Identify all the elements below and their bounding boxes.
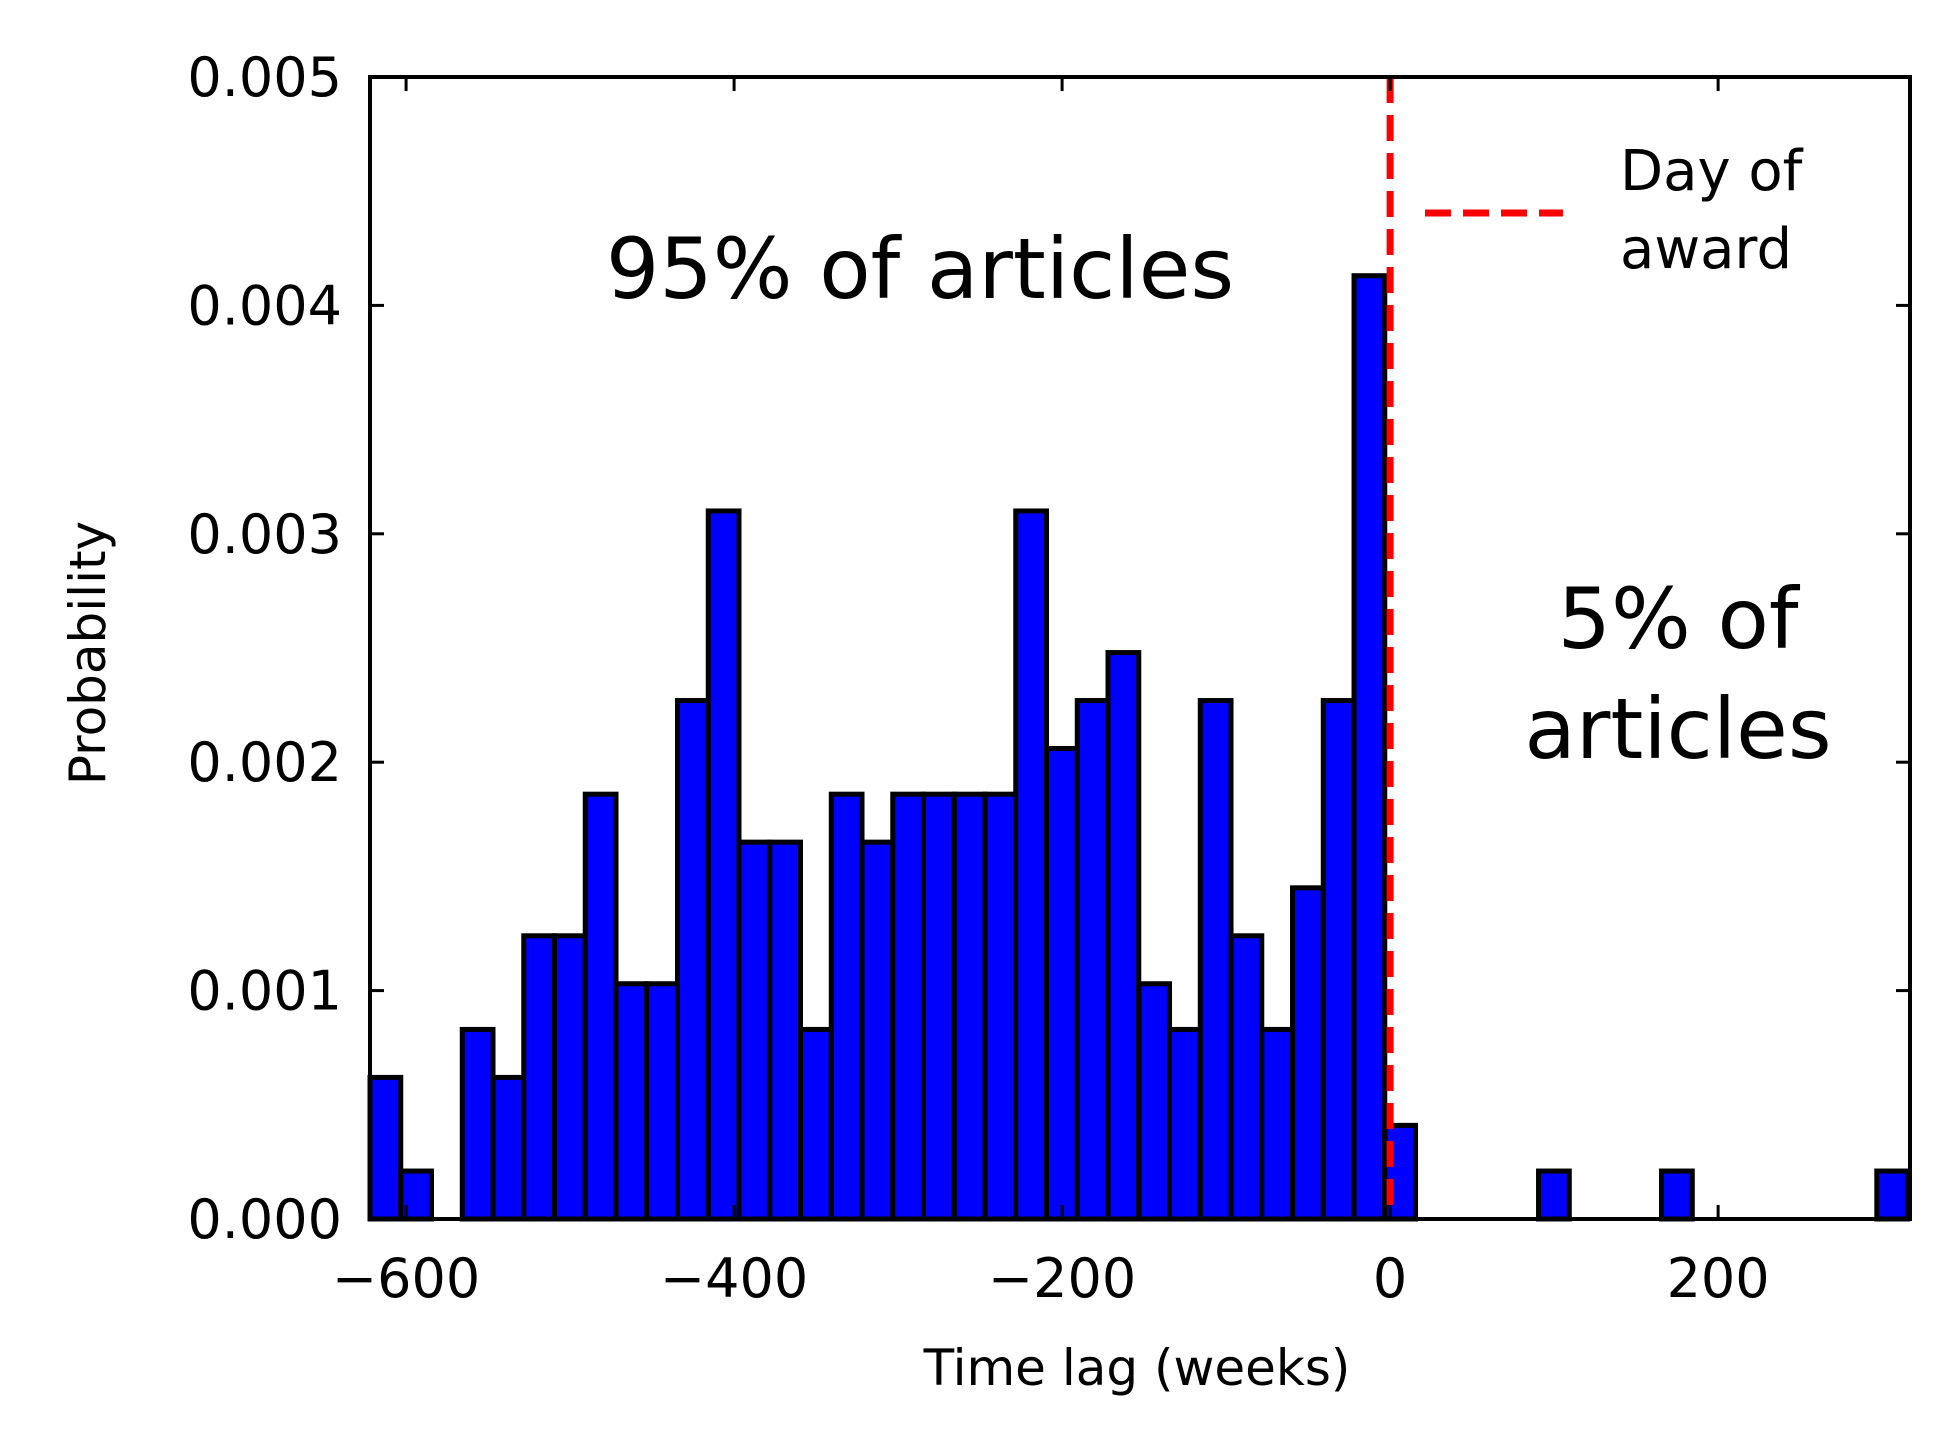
annotation-95-percent: 95% of articles [606,220,1234,318]
histogram-bar-26 [1167,1026,1203,1222]
axes-group: −600 −400 −200 0 200 0.000 0.001 0.002 0.003 0.00… [187,46,1912,1310]
histogram-bar-23 [1074,698,1111,1222]
histogram-bar-12 [736,839,773,1222]
histogram-bar-38 [1536,1168,1572,1222]
histogram-bar-21 [1013,508,1050,1222]
y-tick-label-1: 0.001 [187,960,342,1023]
histogram-bar-18 [921,791,957,1222]
histogram-bar-28 [1228,933,1265,1222]
histogram-bar-6 [552,933,588,1222]
x-tick-label-0: −600 [332,1247,480,1310]
bars-group [367,273,1911,1222]
histogram-bar-49 [1874,1168,1911,1222]
histogram-bar-15 [828,791,865,1222]
histogram-bar-31 [1320,698,1357,1222]
x-tick-label-1: −400 [660,1247,808,1310]
y-tick-label-3: 0.003 [187,503,342,566]
histogram-bar-19 [951,791,988,1222]
annotation-5-percent-line1: 5% of [1558,570,1801,668]
histogram-bar-5 [521,933,558,1222]
histogram-bar-11 [705,508,742,1222]
legend-label-line2: award [1620,217,1792,282]
histogram-bar-42 [1659,1168,1695,1222]
plot-frame [368,75,1912,1221]
histogram-bar-10 [675,698,711,1222]
histogram-bar-32 [1351,273,1388,1222]
histogram-bar-0 [367,1074,404,1222]
histogram-bar-24 [1105,650,1142,1222]
histogram-bar-16 [859,839,896,1222]
histogram-bar-8 [613,981,650,1222]
y-tick-label-4: 0.004 [187,274,342,337]
histogram-bar-22 [1044,745,1080,1222]
x-tick-label-2: −200 [988,1247,1136,1310]
histogram-bar-14 [798,1026,834,1222]
histogram-bar-17 [890,791,927,1222]
annotation-5-percent-line2: articles [1524,680,1831,778]
legend: Day of award [1425,139,1804,282]
x-tick-label-4: 200 [1667,1247,1770,1310]
histogram-bar-9 [644,981,681,1222]
histogram-bar-29 [1259,1026,1296,1222]
legend-label-line1: Day of [1620,139,1804,204]
y-tick-label-0: 0.000 [187,1188,342,1251]
y-tick-label-2: 0.002 [187,731,342,794]
histogram-bar-7 [582,791,619,1222]
histogram-bar-13 [767,839,804,1222]
y-tick-label-5: 0.005 [187,46,342,109]
histogram-bar-27 [1197,698,1234,1222]
x-axis-label: Time lag (weeks) [923,1339,1351,1397]
histogram-bar-30 [1290,885,1326,1222]
histogram-bar-3 [459,1026,496,1222]
x-tick-label-3: 0 [1373,1247,1407,1310]
histogram-bar-25 [1136,981,1173,1222]
histogram-bar-4 [490,1074,527,1222]
y-axis-label: Probability [59,521,117,785]
histogram-bar-20 [982,791,1019,1222]
